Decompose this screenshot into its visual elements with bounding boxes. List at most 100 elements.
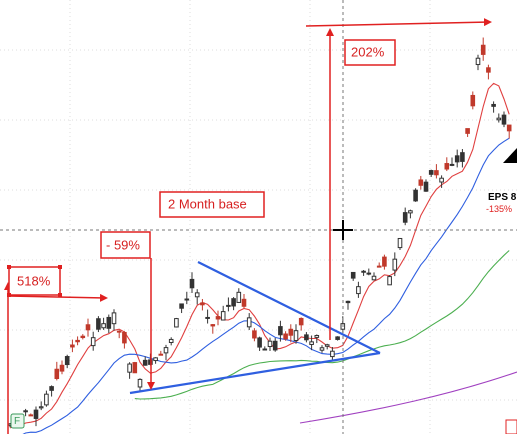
candle-body [439,177,444,183]
candle-body [215,316,221,320]
candle-body [288,328,294,336]
handle [7,265,11,269]
candle-body [272,340,278,351]
candle-body [319,347,325,351]
label-box [159,191,265,218]
candle-body [345,300,351,304]
candle-body [257,337,262,348]
candle-body [428,170,434,175]
candle-body [101,323,106,329]
candle-body [70,344,75,348]
candle-body [80,335,86,339]
candle-body [90,337,96,347]
crosshair-cursor [333,220,353,240]
trend-line [197,261,381,354]
event-icon [10,413,25,429]
candle-body [111,312,117,325]
candle-body [200,302,205,306]
candle-body [330,350,335,358]
candle-body [236,291,242,303]
candle-body [324,344,330,347]
candle-body [64,356,70,366]
candle-body [366,272,372,275]
candle-body [116,330,122,333]
moving-average [9,82,510,429]
candle-body [470,94,476,107]
candle-body [220,311,226,321]
candle-body [262,348,268,351]
candle-body [246,317,252,328]
candle-body [85,324,91,331]
candle-body [444,163,450,170]
candle-body [434,170,439,176]
candle-body [137,378,143,388]
trend-line [129,351,381,395]
candle-body [293,330,299,341]
candle-body [283,333,288,340]
candle-body [59,364,65,372]
candle-body [142,359,148,366]
candle-body [241,298,247,307]
candle-body [465,128,470,134]
candle-body [28,414,34,417]
annotations [4,18,492,434]
candle-body [371,275,377,281]
candle-body [397,237,403,249]
event-icon [505,419,517,434]
candle-body [168,338,174,343]
annotation-label: 2 Month base [168,196,247,211]
candle-body [127,363,132,373]
moving-averages [9,82,517,434]
arrow [7,293,108,302]
candle-body [350,271,356,279]
candle-body [44,393,49,406]
candle-body [153,357,158,362]
candle-body [449,163,455,166]
candle-body [413,189,418,202]
candle-body [75,339,80,343]
candle-body [491,103,496,107]
candle-body [96,318,101,330]
moving-average [299,371,517,424]
candle-body [392,258,398,271]
candle-body [231,298,236,307]
candle-body [304,334,309,341]
candle-body [423,181,429,192]
earnings-marker [503,148,517,163]
candle-body [163,347,169,354]
candle-body [33,409,39,419]
candle-body [376,265,382,268]
handle [58,293,62,297]
candle-body [486,67,491,73]
candle-body [54,368,60,380]
candle-body [106,316,112,329]
candle-body [356,286,361,295]
candle-body [184,298,190,301]
candle-body [309,341,314,345]
eps-change: -135% [486,204,512,214]
candle-body [387,276,392,286]
candle-body [278,326,283,336]
candle-body [460,152,465,162]
candle-body [158,353,164,356]
annotation-label: 202% [351,44,385,59]
candle-body [38,406,44,409]
candle-body [402,212,408,223]
candle-body [454,155,460,163]
candle-body [174,318,179,328]
candle-body [314,335,320,338]
candle-body [335,336,340,340]
eps-label: EPS 8 [488,192,517,203]
candle-body [252,330,257,339]
candle-body [382,256,387,267]
label-box [8,266,61,296]
candle-body [205,316,210,319]
candle-body [23,410,28,413]
candle-body [298,317,304,326]
candle-body [418,179,424,186]
candle-body [194,292,200,298]
arrow [305,18,492,27]
moving-average [22,137,510,434]
